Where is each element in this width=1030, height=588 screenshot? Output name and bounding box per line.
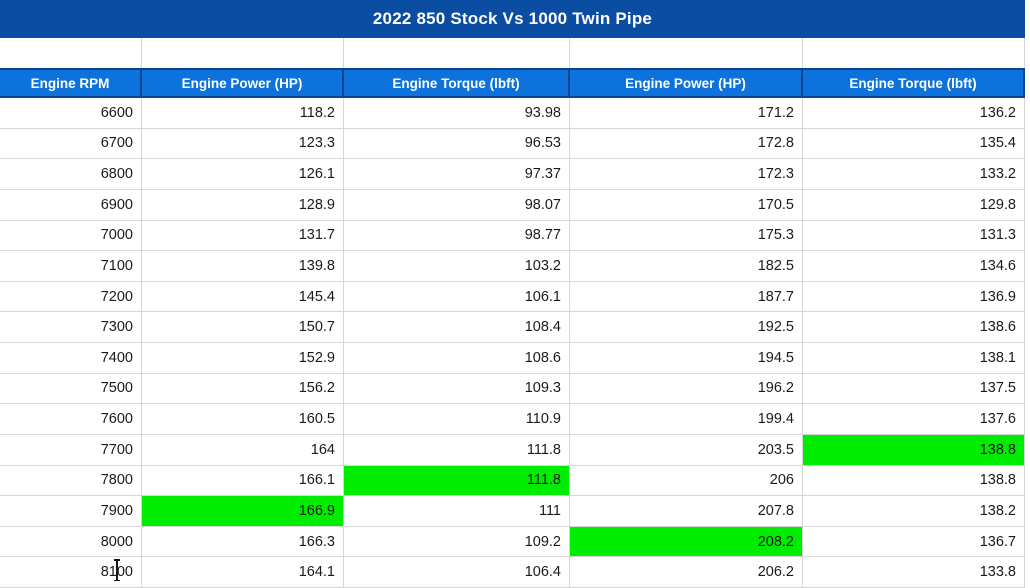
empty-cell[interactable] — [142, 38, 344, 68]
table-cell[interactable]: 208.2 — [570, 526, 803, 558]
empty-cell[interactable] — [570, 38, 803, 68]
empty-cell[interactable] — [344, 38, 570, 68]
table-cell[interactable]: 135.4 — [803, 128, 1025, 160]
table-cell[interactable]: 111.8 — [344, 465, 570, 497]
table-cell[interactable]: 98.07 — [344, 189, 570, 221]
table-cell[interactable]: 7300 — [0, 312, 142, 343]
table-cell[interactable]: 97.37 — [344, 159, 570, 190]
table-cell[interactable]: 164.1 — [142, 557, 344, 588]
table-cell[interactable]: 207.8 — [570, 496, 803, 527]
table-cell[interactable]: 199.4 — [570, 404, 803, 435]
table-cell[interactable]: 164 — [142, 434, 344, 466]
table-cell[interactable]: 131.7 — [142, 220, 344, 252]
table-cell[interactable]: 206 — [570, 465, 803, 497]
table-cell[interactable]: 196.2 — [570, 373, 803, 405]
table-cell[interactable]: 133.2 — [803, 159, 1025, 190]
table-cell[interactable]: 7400 — [0, 343, 142, 374]
table-cell[interactable]: 136.2 — [803, 98, 1025, 129]
table-cell[interactable]: 145.4 — [142, 281, 344, 313]
table-cell[interactable]: 138.1 — [803, 343, 1025, 374]
table-cell[interactable]: 166.1 — [142, 465, 344, 497]
table-cell[interactable]: 108.6 — [344, 343, 570, 374]
table-cell[interactable]: 7200 — [0, 281, 142, 313]
table-cell[interactable]: 192.5 — [570, 312, 803, 343]
table-cell[interactable]: 136.7 — [803, 526, 1025, 558]
title-bar: 2022 850 Stock Vs 1000 Twin Pipe — [0, 0, 1025, 38]
table-cell[interactable]: 175.3 — [570, 220, 803, 252]
table-cell[interactable]: 7000 — [0, 220, 142, 252]
table-cell[interactable]: 96.53 — [344, 128, 570, 160]
table-cell[interactable]: 98.77 — [344, 220, 570, 252]
table-cell[interactable]: 111.8 — [344, 434, 570, 466]
table-cell[interactable]: 109.3 — [344, 373, 570, 405]
table-cell[interactable]: 109.2 — [344, 526, 570, 558]
table-cell[interactable]: 7500 — [0, 373, 142, 405]
table-cell[interactable]: 194.5 — [570, 343, 803, 374]
table-cell[interactable]: 110.9 — [344, 404, 570, 435]
table-cell[interactable]: 133.8 — [803, 557, 1025, 588]
table-cell[interactable]: 170.5 — [570, 189, 803, 221]
table-cell[interactable]: 160.5 — [142, 404, 344, 435]
column-header[interactable]: Engine RPM — [0, 68, 142, 98]
data-table: Engine RPM Engine Power (HP) Engine Torque… — [0, 38, 1025, 588]
table-cell[interactable]: 139.8 — [142, 251, 344, 282]
empty-cell[interactable] — [0, 38, 142, 68]
table-cell[interactable]: 138.6 — [803, 312, 1025, 343]
table-cell[interactable]: 128.9 — [142, 189, 344, 221]
table-cell[interactable]: 126.1 — [142, 159, 344, 190]
table-cell[interactable]: 6800 — [0, 159, 142, 190]
table-cell[interactable]: 137.5 — [803, 373, 1025, 405]
column-header[interactable]: Engine Torque (lbft) — [344, 68, 570, 98]
column-header[interactable]: Engine Torque (lbft) — [803, 68, 1025, 98]
table-cell[interactable]: 166.9 — [142, 496, 344, 527]
table-cell[interactable]: 108.4 — [344, 312, 570, 343]
empty-cell[interactable] — [803, 38, 1025, 68]
table-cell[interactable]: 7100 — [0, 251, 142, 282]
table-cell[interactable]: 123.3 — [142, 128, 344, 160]
table-cell[interactable]: 138.8 — [803, 434, 1025, 466]
table-cell[interactable]: 7800 — [0, 465, 142, 497]
table-cell[interactable]: 166.3 — [142, 526, 344, 558]
table-cell[interactable]: 136.9 — [803, 281, 1025, 313]
table-cell[interactable]: 7900 — [0, 496, 142, 527]
table-cell[interactable]: 118.2 — [142, 98, 344, 129]
table-cell[interactable]: 8000 — [0, 526, 142, 558]
table-cell[interactable]: 206.2 — [570, 557, 803, 588]
table-cell[interactable]: 134.6 — [803, 251, 1025, 282]
table-cell[interactable]: 103.2 — [344, 251, 570, 282]
table-cell[interactable]: 152.9 — [142, 343, 344, 374]
table-cell[interactable]: 93.98 — [344, 98, 570, 129]
table-cell[interactable]: 156.2 — [142, 373, 344, 405]
table-cell[interactable]: 138.2 — [803, 496, 1025, 527]
table-cell[interactable]: 7700 — [0, 434, 142, 466]
table-cell[interactable]: 171.2 — [570, 98, 803, 129]
table-cell[interactable]: 182.5 — [570, 251, 803, 282]
column-header[interactable]: Engine Power (HP) — [142, 68, 344, 98]
table-cell[interactable]: 172.3 — [570, 159, 803, 190]
table-cell[interactable]: 6700 — [0, 128, 142, 160]
table-cell[interactable]: 6900 — [0, 189, 142, 221]
table-cell[interactable]: 172.8 — [570, 128, 803, 160]
table-cell[interactable]: 111 — [344, 496, 570, 527]
table-cell[interactable]: 8100 — [0, 557, 142, 588]
column-header[interactable]: Engine Power (HP) — [570, 68, 803, 98]
table-cell[interactable]: 6600 — [0, 98, 142, 129]
table-cell[interactable]: 138.8 — [803, 465, 1025, 497]
table-cell[interactable]: 129.8 — [803, 189, 1025, 221]
table-cell[interactable]: 137.6 — [803, 404, 1025, 435]
table-cell[interactable]: 150.7 — [142, 312, 344, 343]
table-cell[interactable]: 106.4 — [344, 557, 570, 588]
table-cell[interactable]: 131.3 — [803, 220, 1025, 252]
table-cell[interactable]: 7600 — [0, 404, 142, 435]
table-cell[interactable]: 187.7 — [570, 281, 803, 313]
table-cell[interactable]: 203.5 — [570, 434, 803, 466]
table-cell[interactable]: 106.1 — [344, 281, 570, 313]
page-title: 2022 850 Stock Vs 1000 Twin Pipe — [372, 9, 653, 28]
text-cursor-icon — [114, 559, 120, 581]
